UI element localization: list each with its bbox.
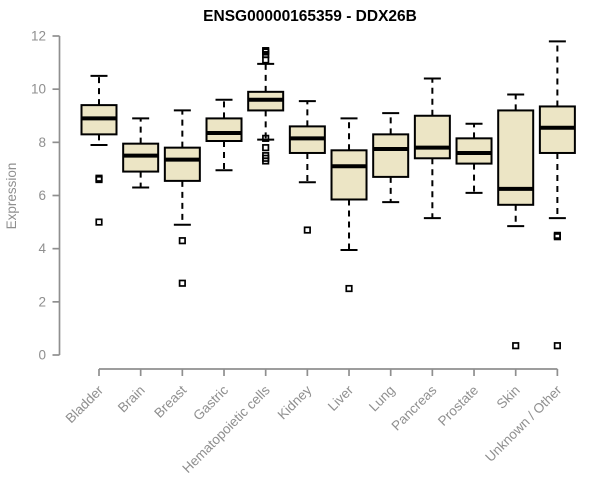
outlier-point [262,134,270,142]
x-category-label-unknown-other: Unknown / Other [482,382,565,465]
y-tick-label-8: 8 [38,135,46,150]
y-tick-label-4: 4 [38,241,46,256]
outlier-point [512,342,520,350]
iqr-box [330,149,368,201]
x-category-label-gastric: Gastric [190,382,231,423]
y-tick-label-0: 0 [38,348,46,363]
chart-title: ENSG00000165359 - DDX26B [203,8,417,25]
outlier-point [262,157,270,165]
outlier-point [178,279,186,287]
outlier-point [553,233,561,241]
boxplot-breast [163,109,201,287]
boxplot-brain [122,117,160,189]
outlier-point [553,342,561,350]
boxplot-hematopoietic-cells [247,47,285,165]
y-axis: 0 2 4 6 8 10 12 [31,29,61,363]
boxplot-liver [330,117,368,293]
iqr-box [372,133,410,178]
outlier-point [262,56,270,64]
x-category-label-breast: Breast [151,382,189,420]
x-category-label-liver: Liver [325,382,357,414]
y-tick-label-6: 6 [38,188,46,203]
x-category-label-skin: Skin [494,383,523,412]
boxplot-unknown-other [538,40,576,350]
iqr-box [413,114,451,160]
x-category-label-lung: Lung [366,383,398,415]
x-category-label-pancreas: Pancreas [389,382,440,433]
y-axis-label: Expression [4,163,19,230]
outlier-point [95,218,103,226]
iqr-box [163,146,201,182]
boxplot-kidney [288,100,326,234]
boxplot-skin [497,93,535,350]
boxplot-pancreas [413,77,451,220]
x-category-label-bladder: Bladder [63,382,107,426]
plot-area: 0 2 4 6 8 10 12 Bladder Brain Breast GastricHemato… [31,29,576,476]
x-category-label-prostate: Prostate [435,383,481,429]
boxplot-bladder [80,74,118,226]
x-category-label-brain: Brain [115,383,148,416]
iqr-box [205,117,243,143]
boxplot-gastric [205,98,243,172]
x-category-label-kidney: Kidney [275,382,315,422]
y-tick-label-12: 12 [31,29,46,44]
outlier-point [95,175,103,184]
y-tick-label-10: 10 [31,82,46,97]
outlier-point [303,226,311,234]
outlier-point [262,144,270,152]
outlier-point [345,284,353,293]
boxplot-prostate [455,122,493,194]
outlier-point [178,237,186,245]
boxplot-lung [372,112,410,204]
y-tick-label-2: 2 [38,294,46,309]
